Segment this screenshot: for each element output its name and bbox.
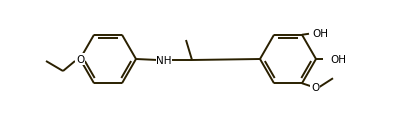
Text: OH: OH xyxy=(312,28,328,38)
Text: O: O xyxy=(76,54,84,64)
Text: OH: OH xyxy=(330,54,346,64)
Text: O: O xyxy=(311,83,319,92)
Text: NH: NH xyxy=(156,56,172,65)
